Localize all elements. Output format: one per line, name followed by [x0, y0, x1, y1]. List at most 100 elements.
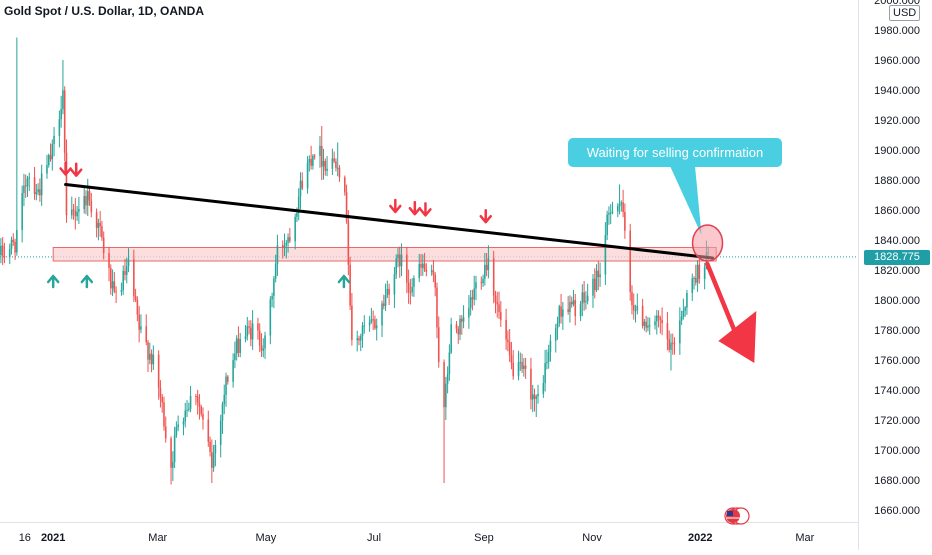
- candle-body: [468, 307, 470, 318]
- candle-body: [214, 444, 217, 454]
- candle-body: [611, 211, 614, 213]
- down-arrow-head: [419, 208, 432, 217]
- callout-pointer: [670, 166, 702, 235]
- candle-body: [496, 302, 499, 305]
- candle-body: [684, 307, 686, 311]
- x-tick-label: 16: [19, 532, 31, 544]
- x-tick-label: Mar: [148, 532, 167, 544]
- candle-body: [320, 145, 323, 167]
- candle-body: [14, 241, 16, 253]
- candle-body: [570, 302, 573, 305]
- candle-body: [251, 323, 254, 340]
- candle-body: [182, 421, 185, 425]
- candle-body: [319, 145, 321, 156]
- candle-body: [124, 270, 126, 275]
- candle-body: [535, 396, 538, 399]
- candle-body: [248, 326, 250, 328]
- candle-body: [599, 274, 601, 278]
- candle-body: [1, 245, 4, 257]
- candle-body: [624, 212, 626, 231]
- candle-body: [361, 325, 364, 337]
- candle-body: [657, 315, 660, 319]
- y-tick-label: 1880.000: [874, 175, 920, 187]
- candle-body: [175, 427, 178, 436]
- candles-layer: [0, 37, 710, 485]
- candle-body: [40, 173, 43, 196]
- candle-body: [641, 306, 644, 326]
- candle-body: [3, 256, 6, 258]
- candle-body: [670, 342, 672, 350]
- candle-body: [163, 402, 165, 427]
- candle-body: [35, 192, 38, 195]
- candle-body: [39, 189, 41, 196]
- candle-body: [281, 245, 284, 248]
- candle-body: [682, 310, 685, 317]
- candle-body: [134, 296, 137, 300]
- candle-body: [400, 254, 403, 267]
- candle-body: [558, 306, 561, 324]
- candle-body: [244, 336, 247, 339]
- candle-body: [85, 195, 87, 206]
- candle-body: [655, 315, 658, 322]
- us-flag-icon: [727, 511, 733, 516]
- candle-body: [37, 189, 39, 193]
- candle-body: [382, 303, 385, 306]
- candle-body: [120, 289, 123, 292]
- candle-body: [111, 281, 114, 289]
- candle-body: [397, 254, 399, 259]
- candle-body: [586, 295, 589, 302]
- candle-body: [246, 326, 249, 337]
- candle-body: [629, 230, 632, 292]
- candle-body: [164, 426, 167, 439]
- candle-body: [480, 282, 483, 284]
- annotation-callout[interactable]: Waiting for selling confirmation: [568, 138, 782, 167]
- candle-body: [475, 282, 477, 289]
- candle-body: [322, 160, 325, 167]
- candle-body: [375, 325, 378, 329]
- candle-body: [97, 222, 100, 228]
- x-tick-label: Mar: [795, 532, 814, 544]
- candle-body: [285, 242, 288, 246]
- y-tick-label: 1780.000: [874, 325, 920, 337]
- candle-body: [258, 330, 261, 346]
- candle-body: [384, 295, 387, 306]
- y-tick-label: 2000.000: [874, 0, 920, 7]
- candle-body: [63, 90, 66, 153]
- candle-body: [260, 345, 263, 351]
- y-tick-label: 1900.000: [874, 145, 920, 157]
- candle-body: [70, 209, 73, 216]
- candle-body: [413, 278, 415, 287]
- candle-body: [312, 155, 314, 166]
- candle-body: [567, 309, 569, 312]
- candle-body: [423, 263, 426, 270]
- candle-body: [195, 395, 197, 397]
- candle-body: [301, 180, 304, 189]
- candle-body: [356, 338, 359, 341]
- candle-body: [631, 291, 633, 306]
- candle-body: [574, 300, 577, 317]
- candle-body: [524, 365, 527, 369]
- candle-body: [358, 338, 360, 341]
- y-tick-label: 1800.000: [874, 295, 920, 307]
- candle-body: [546, 362, 548, 364]
- candle-body: [647, 325, 649, 328]
- y-tick-label: 1700.000: [874, 445, 920, 457]
- candle-body: [221, 404, 224, 421]
- candle-body: [562, 309, 564, 317]
- candle-body: [186, 409, 188, 411]
- candle-body: [306, 162, 309, 189]
- currency-badge[interactable]: USD: [889, 5, 921, 21]
- candle-body: [533, 394, 536, 399]
- candle-body: [668, 339, 671, 350]
- candle-body: [544, 363, 546, 383]
- candle-body: [542, 382, 545, 394]
- candle-body: [430, 270, 433, 272]
- candle-body: [274, 263, 277, 279]
- y-tick-label: 1680.000: [874, 475, 920, 487]
- candle-body: [569, 302, 571, 312]
- candle-body: [136, 299, 139, 315]
- chart-title: Gold Spot / U.S. Dollar, 1D, OANDA: [4, 4, 205, 18]
- candle-body: [407, 282, 410, 293]
